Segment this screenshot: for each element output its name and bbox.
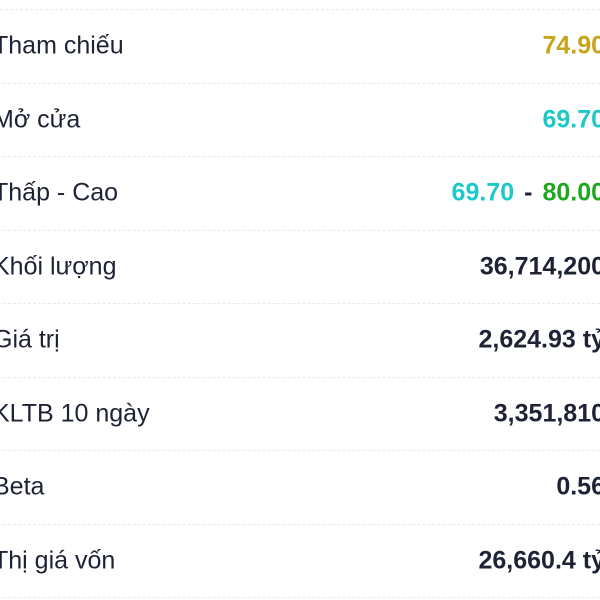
stat-row-beta: Beta 0.56 (0, 451, 600, 525)
stat-value-low-high: 69.70-80.00 (452, 179, 600, 208)
stat-row-low-high: Thấp - Cao 69.70-80.00 (0, 157, 600, 231)
stat-label-reference: Tham chiếu (0, 31, 124, 60)
stat-label-low-high: Thấp - Cao (0, 178, 119, 207)
stat-value-avg-volume: 3,351,810 (493, 399, 600, 428)
stat-value-open: 69.70 (542, 105, 600, 134)
stat-row-open: Mở cửa 69.70 (0, 84, 600, 157)
stat-value-market-cap: 26,660.4 tỷ (478, 546, 600, 575)
stock-stats-list: Tham chiếu 74.90 Mở cửa 69.70 Thấp - Cao… (0, 10, 600, 598)
low-high-separator: - (524, 178, 533, 207)
top-divider (0, 9, 600, 10)
stat-label-market-cap: Thị giá vốn (0, 546, 116, 575)
stat-value-value: 2,624.93 tỷ (478, 325, 600, 354)
stat-value-reference: 74.90 (542, 31, 600, 60)
stat-value-beta: 0.56 (556, 472, 600, 501)
stat-row-reference: Tham chiếu 74.90 (0, 10, 600, 84)
stat-value-high: 80.00 (542, 178, 600, 207)
stat-label-avg-volume: KLTB 10 ngày (0, 399, 150, 428)
stat-row-avg-volume: KLTB 10 ngày 3,351,810 (0, 378, 600, 451)
stat-label-open: Mở cửa (0, 105, 81, 134)
stat-label-beta: Beta (0, 472, 45, 501)
stat-row-value: Giá trị 2,624.93 tỷ (0, 304, 600, 378)
stat-row-market-cap: Thị giá vốn 26,660.4 tỷ (0, 525, 600, 598)
stat-label-value: Giá trị (0, 325, 60, 354)
stat-value-low: 69.70 (451, 178, 515, 207)
stat-row-volume: Khối lượng 36,714,200 (0, 231, 600, 304)
stat-value-volume: 36,714,200 (479, 252, 600, 281)
stat-label-volume: Khối lượng (0, 252, 117, 281)
